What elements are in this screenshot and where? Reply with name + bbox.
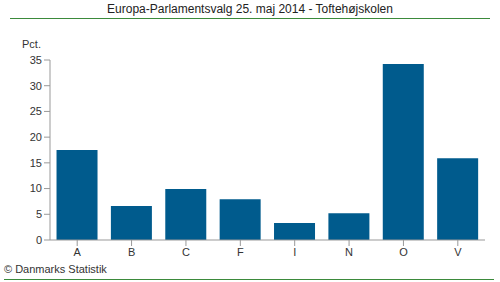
svg-text:30: 30	[30, 80, 42, 92]
svg-text:C: C	[182, 246, 190, 258]
svg-text:N: N	[345, 246, 353, 258]
svg-text:15: 15	[30, 157, 42, 169]
svg-text:F: F	[237, 246, 244, 258]
svg-text:I: I	[293, 246, 296, 258]
svg-text:V: V	[454, 246, 462, 258]
svg-text:B: B	[128, 246, 135, 258]
html-text:Europa-Parlamentsvalg 25. maj: Europa-Parlamentsvalg 25. maj 2014 - Tof…	[107, 2, 393, 16]
svg-text:A: A	[74, 246, 82, 258]
svg-text:25: 25	[30, 105, 42, 117]
svg-text:35: 35	[30, 54, 42, 66]
svg-text:20: 20	[30, 131, 42, 143]
svg-text:O: O	[399, 246, 408, 258]
svg-text:0: 0	[36, 234, 42, 246]
html-text:Pct.: Pct.	[22, 38, 41, 50]
svg-text:5: 5	[36, 208, 42, 220]
svg-text:10: 10	[30, 182, 42, 194]
html-text:© Danmarks Statistik: © Danmarks Statistik	[4, 263, 107, 275]
